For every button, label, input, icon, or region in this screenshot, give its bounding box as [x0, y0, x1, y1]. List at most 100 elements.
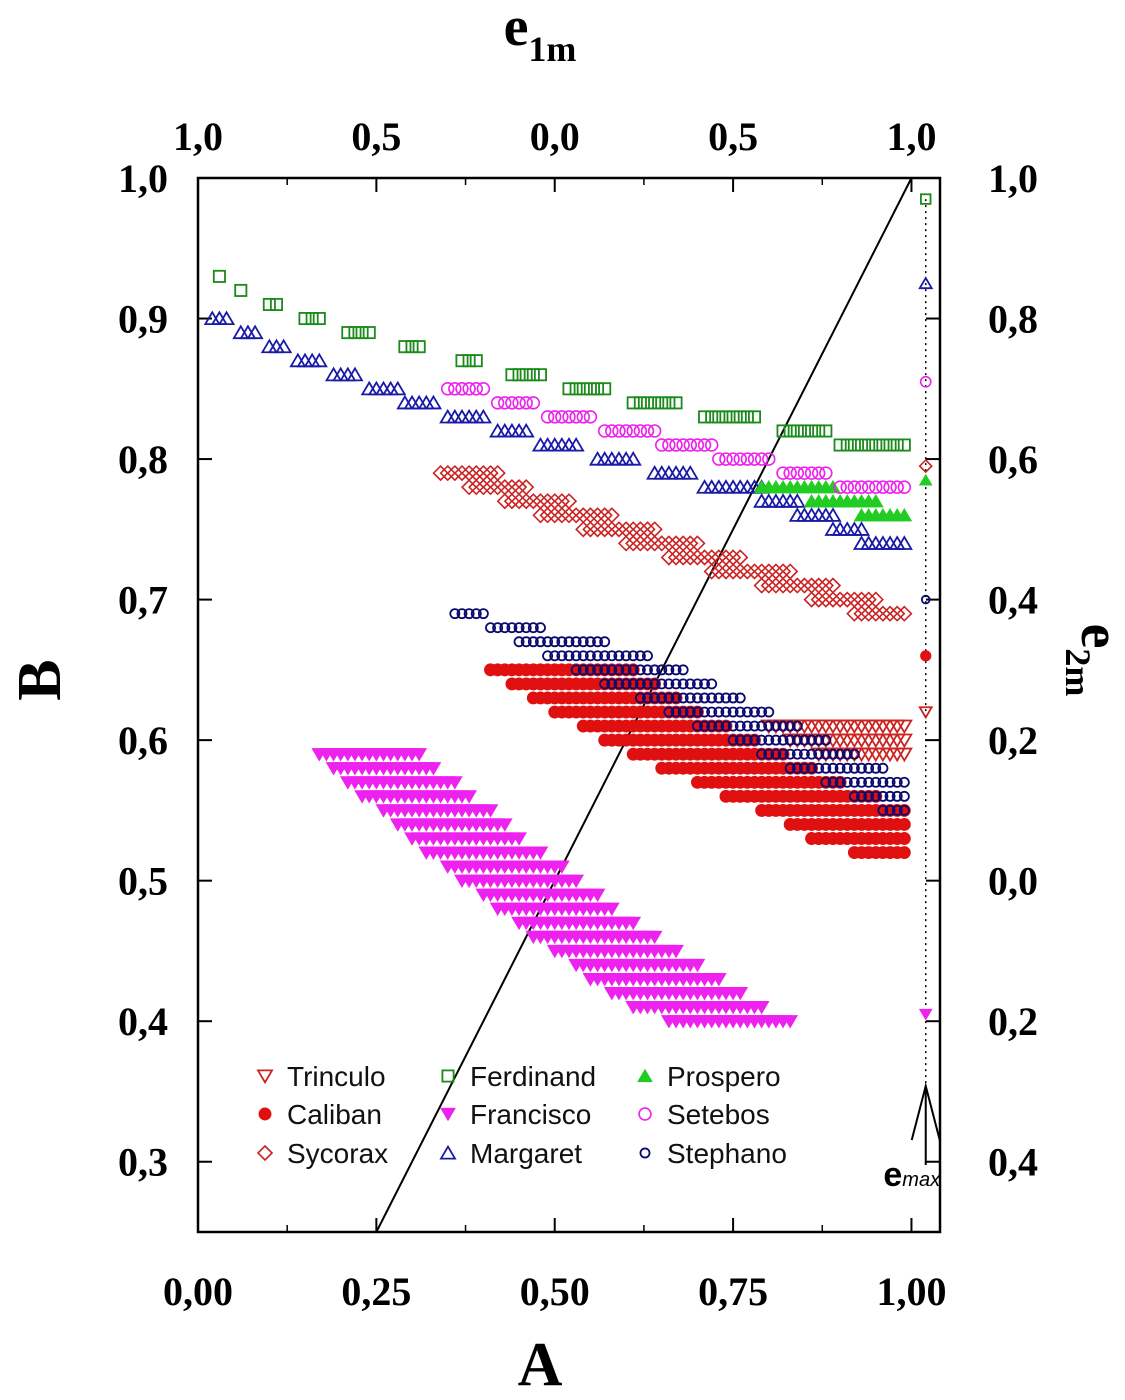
data-point — [860, 719, 878, 735]
data-point — [819, 424, 833, 438]
data-point — [790, 424, 804, 438]
data-point — [546, 436, 564, 452]
data-point — [519, 368, 533, 382]
data-point — [777, 720, 789, 732]
data-point — [599, 650, 611, 662]
data-point — [655, 396, 669, 410]
data-point — [606, 678, 618, 690]
data-point — [599, 664, 611, 676]
data-point — [624, 450, 642, 466]
data-point — [845, 719, 863, 735]
data-point — [797, 466, 812, 480]
emax-marker-caliban — [920, 650, 932, 662]
data-point — [482, 804, 499, 818]
data-point — [424, 394, 443, 410]
legend-marker — [638, 1107, 652, 1121]
data-point — [776, 466, 790, 480]
data-point — [827, 776, 839, 788]
data-point — [632, 535, 649, 552]
data-point — [824, 507, 842, 522]
legend-marker — [637, 1068, 653, 1083]
data-point — [367, 380, 385, 396]
data-point — [798, 734, 810, 746]
data-point — [468, 479, 485, 496]
data-point — [847, 480, 862, 494]
legend-label: Francisco — [470, 1099, 591, 1130]
data-point — [870, 776, 882, 788]
data-point — [855, 438, 869, 452]
data-point — [520, 622, 532, 634]
data-point — [360, 380, 378, 396]
data-point — [656, 692, 668, 704]
data-point — [448, 382, 462, 396]
data-point — [689, 958, 706, 973]
data-point — [876, 480, 890, 494]
legend-label: Stephano — [667, 1138, 787, 1169]
data-point — [703, 479, 721, 494]
data-point — [676, 438, 690, 452]
data-point — [825, 479, 841, 494]
data-point — [895, 747, 913, 763]
data-point — [474, 408, 492, 424]
data-point — [562, 410, 576, 424]
data-point — [810, 591, 827, 608]
data-point — [517, 422, 535, 438]
data-point — [746, 563, 763, 580]
data-point — [425, 762, 442, 776]
data-point — [803, 591, 820, 608]
y-tick-label-left: 0,6 — [118, 718, 168, 763]
data-point — [788, 507, 806, 522]
data-point — [627, 664, 639, 676]
data-point — [777, 734, 789, 746]
data-point — [670, 664, 682, 676]
data-point — [867, 719, 885, 735]
data-point — [720, 692, 732, 704]
x-axis-title-top-sub: 1m — [528, 29, 576, 69]
emax-label: emax — [883, 1156, 941, 1194]
data-point — [881, 535, 899, 550]
legend-item-prospero: Prospero — [637, 1061, 781, 1092]
data-point — [610, 450, 628, 466]
data-point — [852, 521, 871, 536]
data-point — [888, 747, 906, 763]
data-point — [482, 479, 499, 496]
data-point — [592, 636, 603, 648]
data-point — [606, 650, 618, 662]
data-point — [362, 326, 376, 340]
y-tick-label-right: 1,0 — [988, 156, 1038, 201]
data-point — [553, 507, 570, 524]
data-point — [846, 605, 863, 622]
data-point — [633, 396, 647, 410]
y-tick-label-right: 0,8 — [988, 297, 1038, 342]
data-point — [568, 507, 585, 524]
data-point — [895, 535, 913, 550]
data-point — [770, 748, 782, 760]
data-point — [597, 424, 612, 438]
data-point — [646, 535, 663, 552]
data-point — [791, 734, 803, 746]
data-point — [698, 410, 712, 424]
data-point — [469, 354, 483, 368]
y-tick-label-left: 0,3 — [118, 1140, 168, 1185]
data-point — [841, 762, 853, 774]
data-point — [503, 493, 521, 510]
data-point — [613, 650, 625, 662]
series-margaret — [203, 310, 913, 550]
data-point — [298, 312, 312, 326]
data-point — [754, 452, 769, 466]
data-point — [890, 480, 904, 494]
x-axis-title-bottom: A — [518, 1331, 563, 1395]
data-point — [489, 479, 506, 496]
data-point — [734, 734, 746, 746]
legend-item-sycorax: Sycorax — [256, 1138, 388, 1169]
data-point — [897, 438, 911, 452]
data-point — [577, 636, 589, 648]
data-point — [246, 324, 264, 340]
data-point — [891, 776, 903, 788]
data-point — [834, 762, 846, 774]
data-point — [741, 706, 753, 718]
data-point — [603, 450, 621, 466]
data-point — [682, 549, 699, 566]
emax-arrow-head — [910, 1082, 941, 1141]
data-point — [462, 382, 476, 396]
